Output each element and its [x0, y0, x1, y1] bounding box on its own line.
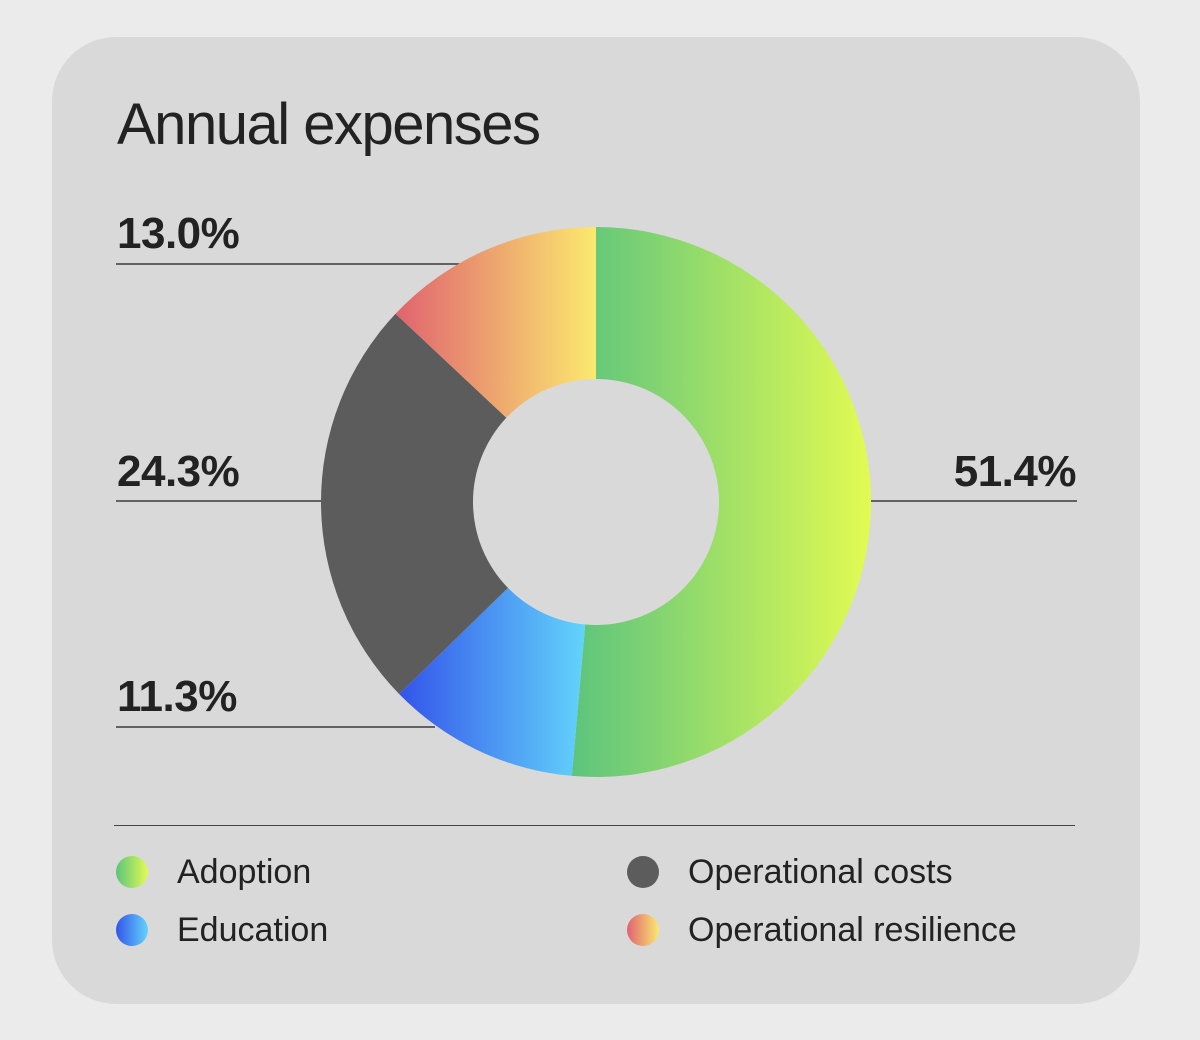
leader-lines — [116, 263, 1077, 728]
chart-title: Annual expenses — [117, 92, 541, 157]
value-label: 13.0% — [117, 209, 239, 258]
slice-adoption — [571, 227, 871, 777]
slice-operational-costs — [321, 313, 508, 694]
legend-swatch-operational-resilience — [627, 914, 659, 946]
legend-label-education: Education — [177, 911, 329, 949]
value-label: 11.3% — [117, 672, 237, 721]
legend-label-operational-costs: Operational costs — [688, 853, 953, 891]
legend-label-operational-resilience: Operational resilience — [688, 911, 1017, 949]
legend-item-operational-resilience: Operational resilience — [627, 910, 1017, 950]
legend-swatch-adoption — [116, 856, 148, 888]
legend-swatch-operational-costs — [627, 856, 659, 888]
legend-item-education: Education — [116, 910, 328, 950]
slice-education — [399, 587, 586, 776]
donut-slices — [321, 227, 871, 777]
legend-item-adoption: Adoption — [116, 852, 311, 892]
value-label: 24.3% — [117, 447, 239, 496]
legend-item-operational-costs: Operational costs — [627, 852, 953, 892]
legend-label-adoption: Adoption — [177, 853, 312, 891]
value-labels: 51.4% 11.3% 24.3% 13.0% — [117, 209, 1077, 721]
value-label: 51.4% — [954, 447, 1076, 496]
slice-operational-resilience — [395, 227, 596, 418]
legend-divider — [114, 825, 1075, 826]
legend-swatch-education — [116, 914, 148, 946]
chart-card — [52, 37, 1140, 1004]
